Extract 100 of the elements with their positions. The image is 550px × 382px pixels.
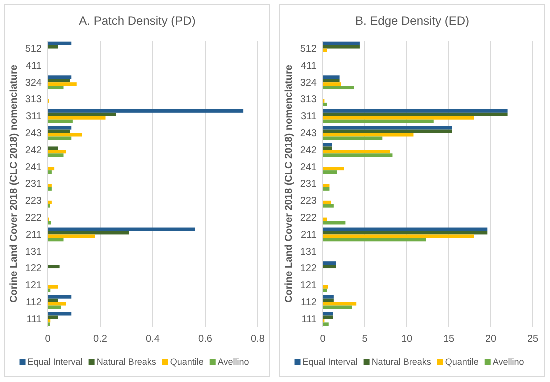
bar xyxy=(48,231,130,235)
y-tick-label: 211 xyxy=(26,230,42,241)
bar xyxy=(323,265,336,269)
bar xyxy=(323,76,340,80)
y-tick-label: 231 xyxy=(300,179,318,190)
bar xyxy=(323,295,334,299)
legend-label: Quantile xyxy=(170,357,204,367)
bar xyxy=(323,200,332,204)
bar xyxy=(48,295,72,299)
bar xyxy=(323,42,360,46)
legend-label: Natural Breaks xyxy=(372,357,432,367)
bar xyxy=(48,112,116,116)
bar xyxy=(323,45,360,49)
bar xyxy=(48,130,70,134)
y-tick-label: 241 xyxy=(25,162,42,174)
bar xyxy=(48,154,64,158)
bar xyxy=(323,82,342,86)
bar xyxy=(48,238,64,242)
bar xyxy=(323,302,357,306)
y-tick-label: 324 xyxy=(25,78,42,89)
x-tick-label: 0.4 xyxy=(146,334,160,346)
bar xyxy=(323,184,330,188)
y-tick-label: 512 xyxy=(25,44,42,55)
bar xyxy=(323,322,329,326)
legend-label: Equal Interval xyxy=(28,357,83,367)
x-tick-label: 5 xyxy=(362,334,368,346)
y-tick-label: 121 xyxy=(25,280,42,292)
bar xyxy=(323,109,508,113)
y-tick-label: 243 xyxy=(300,128,318,140)
y-axis-title: Corine Land Cover 2018 (CLC 2018) nomenclature xyxy=(284,64,295,303)
bar xyxy=(48,146,58,150)
y-tick-label: 313 xyxy=(25,94,42,106)
y-tick-label: 131 xyxy=(300,246,318,258)
y-tick-label: 231 xyxy=(25,179,42,190)
bar xyxy=(323,86,354,90)
bar xyxy=(323,116,474,120)
bar xyxy=(48,298,58,302)
y-tick-label: 411 xyxy=(301,60,318,72)
y-tick-label: 131 xyxy=(25,246,42,258)
bar xyxy=(48,86,64,90)
y-tick-label: 241 xyxy=(300,162,318,174)
y-tick-label: 222 xyxy=(25,213,42,224)
bar xyxy=(323,234,474,238)
bar xyxy=(48,116,106,120)
bar xyxy=(323,262,336,266)
bar xyxy=(48,312,72,316)
bar xyxy=(48,76,72,80)
x-tick-label: 0.8 xyxy=(251,334,266,346)
bar xyxy=(323,170,338,174)
y-tick-label: 411 xyxy=(26,60,42,72)
y-tick-label: 243 xyxy=(25,128,42,140)
bar xyxy=(323,312,334,316)
y-tick-label: 223 xyxy=(300,196,318,208)
bar xyxy=(48,45,58,49)
legend-label: Quantile xyxy=(445,357,479,367)
y-tick-label: 112 xyxy=(26,298,42,309)
bar xyxy=(323,154,393,158)
bar xyxy=(323,231,488,235)
bar xyxy=(323,126,452,130)
y-tick-label: 122 xyxy=(25,264,42,275)
bar xyxy=(323,133,414,137)
y-axis-title: Corine Land Cover 2018 (CLC 2018) nomenclature xyxy=(9,64,20,303)
y-tick-label: 512 xyxy=(300,44,318,55)
x-tick-label: 0 xyxy=(320,334,326,346)
bar xyxy=(323,146,332,150)
bar xyxy=(48,302,66,306)
legend-label: Equal Interval xyxy=(302,357,358,367)
legend-label: Avellino xyxy=(218,357,250,367)
bar xyxy=(323,130,452,134)
bar xyxy=(323,285,328,289)
bar xyxy=(323,298,334,302)
bar xyxy=(48,150,66,154)
bar xyxy=(323,112,508,116)
x-tick-label: 10 xyxy=(401,334,413,346)
bar xyxy=(48,133,82,137)
x-tick-label: 0 xyxy=(45,334,52,346)
bar xyxy=(48,109,244,113)
bar xyxy=(323,167,344,171)
bar xyxy=(48,120,73,124)
y-tick-label: 112 xyxy=(301,298,318,309)
bar xyxy=(48,234,96,238)
y-tick-label: 211 xyxy=(301,230,318,241)
chart-title: A. Patch Density (PD) xyxy=(79,14,196,28)
bar xyxy=(323,187,330,191)
y-tick-label: 311 xyxy=(26,112,42,123)
bar xyxy=(323,204,334,208)
bar xyxy=(48,82,77,86)
y-tick-label: 313 xyxy=(300,94,318,106)
chart-title: B. Edge Density (ED) xyxy=(355,14,470,28)
y-tick-label: 242 xyxy=(300,145,318,156)
legend-label: Avellino xyxy=(492,357,524,367)
y-tick-label: 223 xyxy=(25,196,42,208)
bar xyxy=(48,42,72,46)
bar xyxy=(48,285,58,289)
x-tick-label: 25 xyxy=(527,334,539,346)
bar xyxy=(323,306,352,310)
bar xyxy=(48,167,55,171)
bar xyxy=(323,120,434,124)
bar xyxy=(48,79,70,83)
bar xyxy=(48,306,62,310)
